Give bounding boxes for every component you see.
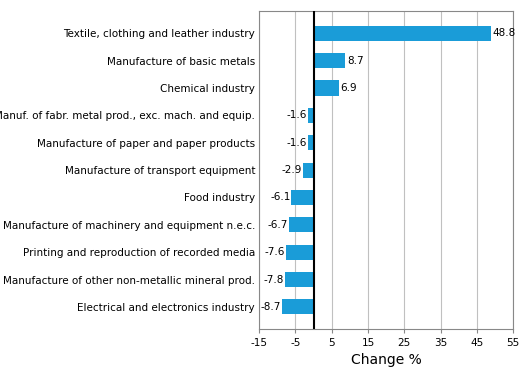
Text: 8.7: 8.7: [347, 56, 363, 66]
Bar: [308, 135, 314, 150]
Text: 48.8: 48.8: [492, 28, 516, 38]
Text: -1.6: -1.6: [286, 138, 307, 148]
Bar: [308, 108, 314, 123]
Bar: [314, 26, 490, 41]
X-axis label: Change %: Change %: [351, 353, 422, 367]
Text: -6.1: -6.1: [270, 192, 290, 203]
Text: -7.6: -7.6: [264, 247, 285, 257]
Bar: [285, 272, 314, 287]
Bar: [303, 163, 314, 178]
Text: -2.9: -2.9: [281, 165, 302, 175]
Text: 6.9: 6.9: [341, 83, 357, 93]
Text: -8.7: -8.7: [261, 302, 281, 312]
Bar: [314, 81, 339, 96]
Text: -6.7: -6.7: [268, 220, 288, 230]
Text: -1.6: -1.6: [286, 110, 307, 120]
Bar: [282, 299, 314, 314]
Bar: [291, 190, 314, 205]
Bar: [286, 245, 314, 260]
Bar: [289, 217, 314, 232]
Text: -7.8: -7.8: [264, 274, 284, 285]
Bar: [314, 53, 345, 68]
